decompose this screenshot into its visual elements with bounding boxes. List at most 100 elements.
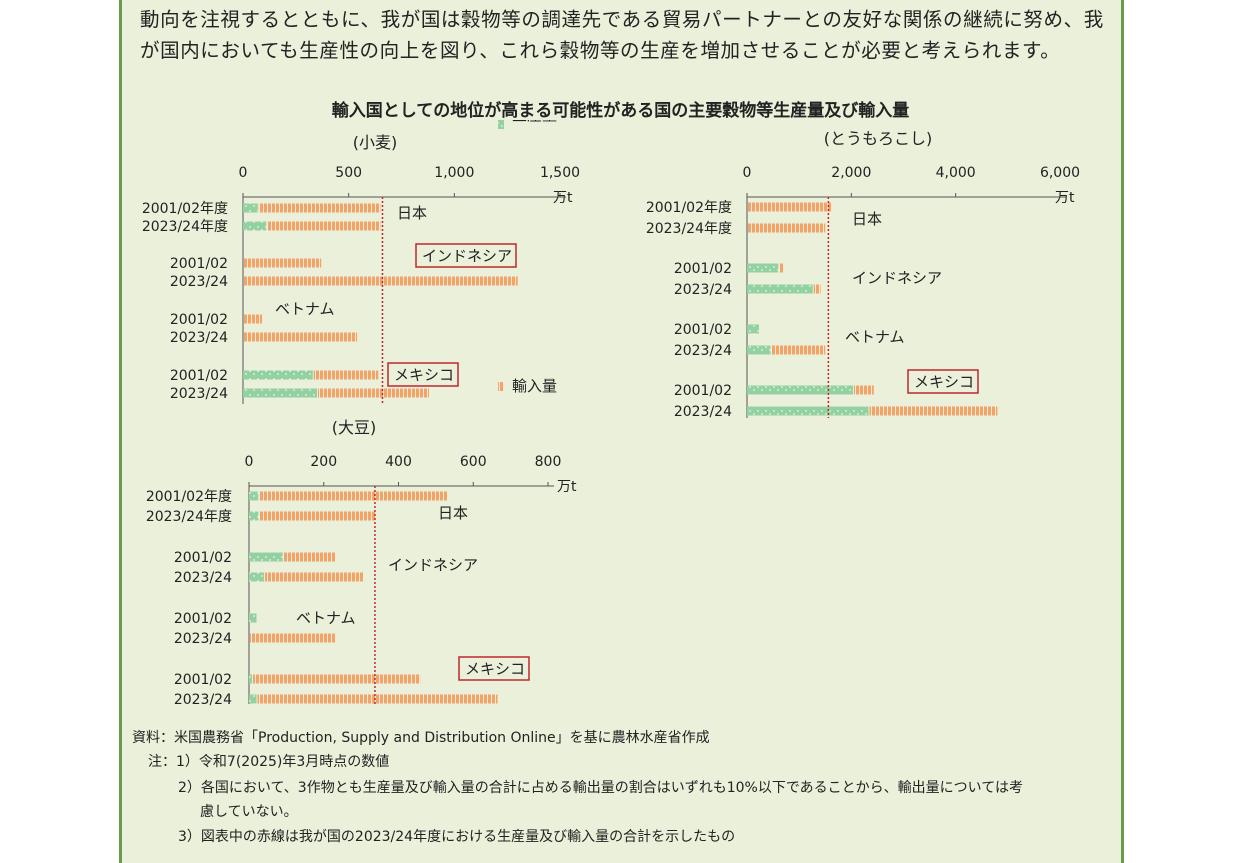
imports-bar [313, 370, 379, 380]
chart-title: (とうもろこし) [824, 129, 933, 148]
note-3-text: 図表中の赤線は我が国の2023/24年度における生産量及び輸入量の合計を示したも… [200, 829, 736, 845]
year-label: 2001/02 [674, 261, 732, 277]
soy-chart: (大豆) 0 200 400 600 800 万t 2001/02年度 2023/24年度 日本 2… [146, 418, 577, 708]
figure-panel [119, 0, 1124, 863]
imports-bar [317, 388, 429, 398]
imports-bar [779, 263, 784, 273]
x-tick-label: 600 [460, 454, 487, 470]
production-bar [249, 694, 257, 704]
x-tick-label: 200 [310, 454, 337, 470]
production-bar [249, 491, 259, 501]
note-2-label: 2） [178, 780, 201, 796]
legend-production-swatch [498, 120, 504, 129]
intro-paragraph: 動向を注視するとともに、我が国は穀物等の調達先である貿易パートナーとの友好な関係… [140, 8, 1104, 62]
year-label: 2001/02 [170, 312, 228, 328]
unit-label: 万t [557, 479, 577, 495]
note-1: 注：1）令和7(2025)年3月時点の数値 [148, 750, 389, 774]
year-label: 2001/02年度 [142, 201, 228, 217]
year-label: 2023/24 [174, 692, 232, 708]
imports-bar [259, 511, 375, 521]
year-label: 2023/24年度 [646, 221, 732, 237]
country-label: インドネシア [388, 556, 478, 574]
production-bar [249, 511, 259, 521]
imports-bar [869, 406, 998, 416]
year-label: 2001/02 [170, 368, 228, 384]
x-tick-label: 0 [245, 454, 254, 470]
source-note: 資料：米国農務省「Production, Supply and Distribu… [132, 730, 710, 746]
production-bar [747, 284, 813, 294]
year-label: 2023/24年度 [142, 219, 228, 235]
imports-bar [771, 345, 826, 355]
production-bar [249, 572, 264, 582]
imports-bar [813, 284, 821, 294]
country-label: 日本 [852, 210, 882, 228]
imports-bar [244, 276, 518, 286]
unit-label: 万t [553, 190, 573, 206]
note-1-label: 注：1） [148, 754, 199, 770]
note-3: 3）図表中の赤線は我が国の2023/24年度における生産量及び輸入量の合計を示し… [178, 825, 735, 849]
production-bar [747, 324, 759, 334]
year-label: 2001/02 [170, 256, 228, 272]
country-label: インドネシア [852, 269, 942, 287]
production-bar [747, 385, 853, 395]
year-label: 2023/24 [174, 631, 232, 647]
note-2: 2）各国において、3作物とも生産量及び輸入量の合計に占める輸出量の割合はいずれも… [178, 776, 1023, 800]
year-label: 2023/24 [174, 570, 232, 586]
imports-bar [283, 552, 335, 562]
production-bar [249, 552, 283, 562]
unit-label: 万t [1055, 190, 1075, 206]
x-tick-label: 4,000 [936, 165, 976, 181]
note-2-text: 各国において、3作物とも生産量及び輸入量の合計に占める輸出量の割合はいずれも10… [200, 780, 1023, 796]
imports-bar [258, 203, 381, 213]
x-tick-label: 0 [743, 165, 752, 181]
imports-bar [244, 332, 358, 342]
legend-production-label: 生産量 [512, 120, 557, 124]
legend-imports-label: 輸入量 [512, 377, 557, 395]
imports-bar [244, 258, 322, 268]
imports-bar [252, 674, 421, 684]
year-label: 2001/02年度 [646, 200, 732, 216]
year-label: 2023/24 [674, 343, 732, 359]
imports-bar [244, 314, 263, 324]
x-tick-label: 400 [385, 454, 412, 470]
year-label: 2001/02 [674, 322, 732, 338]
figure-title: 輸入国としての地位が高まる可能性がある国の主要穀物等生産量及び輸入量 [331, 101, 910, 121]
highlight-box [907, 369, 979, 394]
year-label: 2023/24 [170, 386, 228, 402]
highlight-box [387, 362, 459, 387]
country-label: 日本 [438, 504, 468, 522]
corn-chart: (とうもろこし) 0 2,000 4,000 6,000 万t 2001/02年度 2023/… [646, 129, 1080, 420]
wheat-chart: (小麦) 0 500 1,000 1,500 万t 2001/02年度 2023/24年度 日本… [142, 120, 580, 404]
country-label: ベトナム [296, 609, 356, 627]
year-label: 2001/02 [174, 611, 232, 627]
country-label: メキシコ [465, 660, 525, 678]
production-bar [249, 613, 257, 623]
year-label: 2023/24年度 [146, 509, 232, 525]
production-bar [249, 674, 252, 684]
imports-bar [748, 223, 826, 233]
highlight-box [415, 243, 517, 268]
country-label: メキシコ [394, 366, 454, 384]
country-label: ベトナム [845, 328, 905, 346]
country-label: インドネシア [422, 247, 512, 265]
note-2-cont-text: 慮していない。 [200, 804, 298, 820]
year-label: 2023/24 [674, 282, 732, 298]
note-2-cont: 慮していない。 [200, 800, 298, 824]
year-label: 2001/02 [174, 672, 232, 688]
country-label: ベトナム [275, 300, 335, 318]
x-tick-label: 500 [335, 165, 362, 181]
x-tick-label: 800 [535, 454, 562, 470]
country-label: メキシコ [914, 373, 974, 391]
imports-bar [259, 491, 448, 501]
note-1-text: 令和7(2025)年3月時点の数値 [198, 754, 390, 770]
x-tick-label: 2,000 [831, 165, 871, 181]
chart-title: (小麦) [353, 133, 398, 152]
legend-imports-swatch [498, 382, 504, 391]
country-label: 日本 [397, 204, 427, 222]
x-tick-label: 0 [239, 165, 248, 181]
imports-bar [853, 385, 874, 395]
production-bar [243, 388, 317, 398]
production-bar [747, 345, 771, 355]
year-label: 2001/02 [674, 383, 732, 399]
x-tick-label: 6,000 [1040, 165, 1080, 181]
